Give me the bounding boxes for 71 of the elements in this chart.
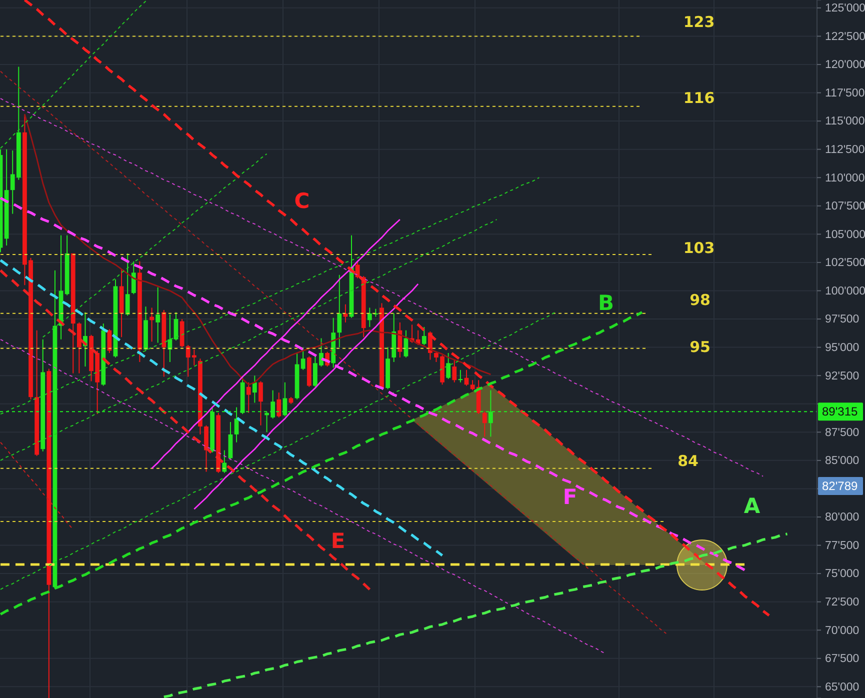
text: 116: [683, 89, 715, 107]
candlestick: [222, 450, 227, 474]
y-tick-label: 70'000: [825, 624, 860, 637]
y-tick-label: 87'500: [825, 426, 860, 439]
y-tick-label: 110'000: [825, 172, 865, 184]
series-label: C: [294, 189, 310, 213]
line-series: [0, 442, 74, 530]
series-label: B: [598, 291, 614, 315]
candlestick: [252, 375, 257, 404]
line-series: [0, 218, 498, 461]
y-tick-label: 92'500: [825, 370, 860, 382]
y-tick-label: 115'000: [825, 116, 865, 128]
line-series: [23, 0, 770, 617]
candlestick: [156, 286, 160, 344]
candlestick: [482, 411, 487, 438]
y-tick-label: 65'000: [825, 681, 860, 694]
candlestick: [246, 382, 251, 414]
y-tick-label: 100'000: [825, 285, 865, 298]
candlestick: [452, 359, 457, 383]
series-label: 103: [683, 239, 715, 257]
y-tick-label: 107'500: [825, 200, 865, 213]
candlestick: [355, 260, 360, 279]
series-label: 84: [678, 452, 698, 470]
candlestick: [131, 260, 136, 295]
candlestick: [458, 369, 463, 383]
y-tick-label: 85'000: [825, 455, 860, 468]
candlestick: [422, 326, 426, 346]
line-series: [0, 0, 146, 149]
candlestick: [76, 322, 82, 374]
candlestick: [398, 322, 402, 358]
candlestick: [107, 328, 112, 354]
y-tick-label: 95'000: [825, 342, 860, 354]
y-tick-label: 77'500: [825, 540, 860, 552]
candlestick: [337, 274, 342, 348]
line-series: [193, 283, 419, 510]
candlestick: [446, 352, 451, 380]
series-label: A: [744, 494, 761, 518]
line-series: [162, 532, 789, 698]
y-tick-label: 97'500: [825, 314, 860, 326]
ref-line-label: 89'315: [822, 404, 858, 419]
line-series: [0, 177, 540, 415]
y-tick-label: 75'000: [825, 568, 860, 580]
line-series: [0, 258, 444, 557]
candlestick: [470, 380, 475, 391]
y-tick-label: 80'000: [825, 512, 860, 524]
candlestick: [150, 307, 154, 342]
line-series: [0, 310, 644, 616]
candlestick: [258, 380, 263, 426]
y-tick-label: 105'000: [825, 228, 865, 241]
line-series: [0, 70, 667, 634]
y-tick-label: 102'500: [825, 257, 865, 270]
line-series: [42, 153, 268, 338]
line-series: [151, 218, 401, 470]
text: 98: [690, 291, 710, 309]
y-tick-label: 120'000: [825, 59, 865, 72]
y-tick-label: 112'500: [825, 144, 865, 156]
series-label: F: [562, 485, 578, 509]
candlestick: [276, 392, 282, 418]
candlestick: [300, 346, 306, 370]
y-tick-label: 67'500: [825, 653, 860, 666]
candlestick: [228, 421, 233, 460]
y-tick-label: 117'500: [825, 87, 865, 100]
y-tick-label: 122'500: [825, 30, 865, 43]
y-tick-label: 125'000: [825, 2, 865, 15]
candlestick: [125, 252, 130, 316]
text: 95: [690, 338, 710, 356]
text: 82'789: [822, 479, 858, 493]
text: 123: [683, 13, 715, 31]
line-series: [0, 338, 606, 654]
y-tick-label: 72'500: [825, 596, 860, 609]
series-label: E: [330, 529, 346, 553]
